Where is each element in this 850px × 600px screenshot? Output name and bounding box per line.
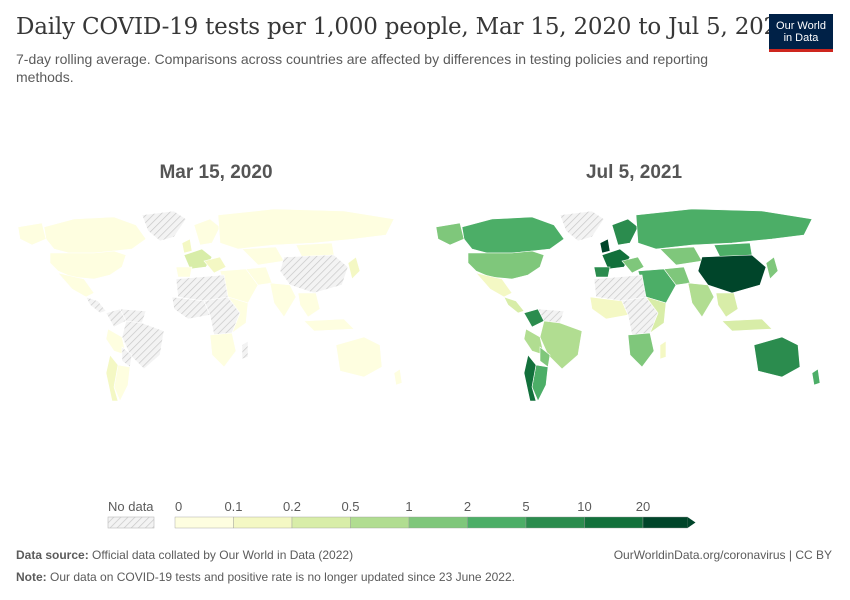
china: [697, 254, 767, 294]
left-map-date: Mar 15, 2020: [159, 162, 273, 183]
uk: [181, 238, 193, 254]
north-africa: [175, 274, 229, 302]
world-map-jul-2021[interactable]: [432, 205, 837, 405]
legend-tick-label: 0.1: [224, 499, 242, 514]
southeast-asia: [297, 292, 321, 318]
legend-bin-1: [233, 516, 293, 529]
usa: [49, 250, 127, 280]
india: [687, 282, 715, 318]
russia: [217, 208, 395, 250]
southern-africa: [627, 332, 655, 368]
legend-no-data-label: No data: [108, 499, 154, 514]
greenland: [559, 210, 605, 242]
iberia: [175, 266, 193, 278]
japan-korea: [765, 256, 779, 280]
legend-bin-3: [350, 516, 410, 529]
legend-arrow-tip: [687, 517, 696, 528]
legend-bin-5: [467, 516, 527, 529]
data-source-line: Data source: Official data collated by O…: [16, 548, 353, 562]
legend-tick-label: 1: [405, 499, 412, 514]
legend-bin-6: [525, 516, 585, 529]
greenland: [141, 210, 187, 242]
source-label: Data source:: [16, 548, 89, 562]
peru: [105, 328, 127, 356]
color-legend: No data 0 0.1 0.2 0.5 1 2 5 10 20: [107, 499, 696, 529]
legend-tick-label: 0: [175, 499, 182, 514]
logo-line-2: in Data: [783, 31, 819, 44]
legend-bin-7: [584, 516, 644, 529]
peru: [523, 328, 545, 356]
scandinavia: [193, 218, 221, 246]
world-map-mar-2020[interactable]: [14, 205, 419, 405]
indonesia: [303, 318, 355, 332]
west-africa: [589, 296, 629, 320]
brazil: [539, 320, 583, 370]
legend-tick-label: 5: [522, 499, 529, 514]
new-zealand: [393, 368, 403, 386]
india: [269, 282, 297, 318]
note-text: Our data on COVID-19 tests and positive …: [50, 570, 515, 584]
east-africa: [645, 296, 667, 334]
kazakhstan: [659, 246, 703, 266]
mongolia: [295, 242, 335, 258]
chart-subtitle: 7-day rolling average. Comparisons acros…: [16, 51, 709, 85]
central-america: [503, 296, 525, 314]
new-zealand: [811, 368, 821, 386]
china: [279, 254, 349, 294]
mexico: [57, 272, 95, 298]
iberia: [593, 266, 611, 278]
legend-bin-8: [642, 516, 688, 529]
source-url-link[interactable]: OurWorldinData.org/coronavirus | CC BY: [613, 548, 832, 562]
kazakhstan: [241, 246, 285, 266]
alaska: [17, 222, 47, 246]
west-africa: [171, 296, 211, 320]
southeast-asia: [715, 292, 739, 318]
madagascar: [659, 340, 667, 360]
east-africa: [227, 296, 249, 334]
legend-bins: 0 0.1 0.2 0.5 1 2 5 10 20: [174, 499, 696, 529]
mongolia: [713, 242, 753, 258]
madagascar: [241, 340, 249, 360]
alaska: [435, 222, 465, 246]
right-map-date: Jul 5, 2021: [585, 162, 683, 183]
owid-logo[interactable]: Our World in Data: [769, 14, 833, 52]
usa: [467, 250, 545, 280]
legend-tick-label: 2: [464, 499, 471, 514]
north-africa: [593, 274, 647, 302]
australia: [753, 336, 801, 378]
australia: [335, 336, 383, 378]
chile: [523, 354, 537, 402]
italy-balkans: [203, 256, 227, 274]
scandinavia: [611, 218, 639, 246]
legend-no-data-swatch: [107, 516, 155, 529]
legend-bin-0: [174, 516, 234, 529]
legend-tick-label: 0.5: [341, 499, 359, 514]
chart-title: Daily COVID-19 tests per 1,000 people, M…: [16, 14, 793, 40]
chile: [105, 354, 119, 402]
note-label: Note:: [16, 570, 47, 584]
source-text: Official data collated by Our World in D…: [92, 548, 354, 562]
japan-korea: [347, 256, 361, 280]
brazil: [121, 320, 165, 370]
legend-bin-4: [408, 516, 468, 529]
southern-africa: [209, 332, 237, 368]
note-line: Note: Our data on COVID-19 tests and pos…: [16, 570, 515, 584]
russia: [635, 208, 813, 250]
central-america: [85, 296, 107, 314]
legend-bin-2: [291, 516, 351, 529]
indonesia: [721, 318, 773, 332]
legend-tick-label: 0.2: [283, 499, 301, 514]
mexico: [475, 272, 513, 298]
legend-tick-label: 20: [636, 499, 650, 514]
canada: [461, 216, 565, 254]
italy-balkans: [621, 256, 645, 274]
canada: [43, 216, 147, 254]
legend-tick-label: 10: [577, 499, 591, 514]
uk: [599, 238, 611, 254]
logo-line-1: Our World: [776, 19, 826, 32]
